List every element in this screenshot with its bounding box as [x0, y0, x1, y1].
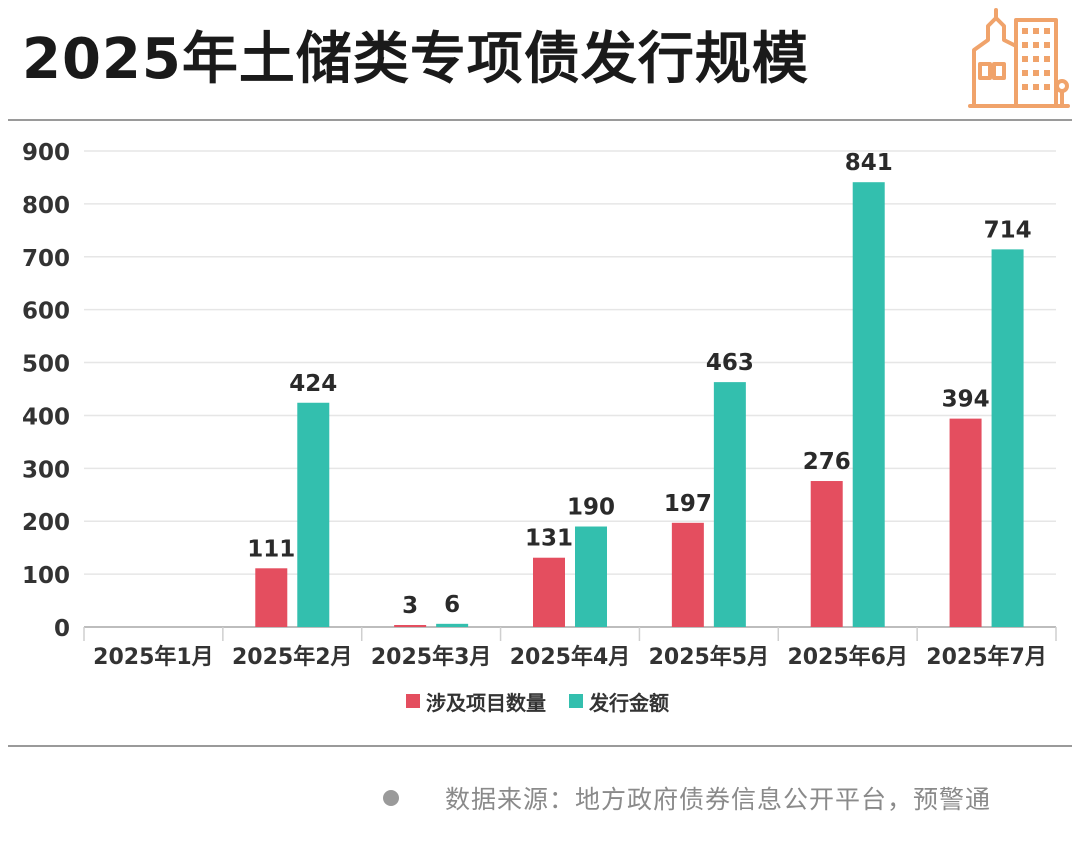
data-label: 276 — [803, 449, 851, 475]
data-label: 424 — [289, 371, 337, 397]
bar-project-count — [255, 568, 288, 627]
bar-project-count — [949, 418, 982, 627]
y-axis-ticks: 0 100 200 300 400 500 600 700 800 900 — [22, 140, 70, 642]
bar-project-count — [533, 557, 565, 627]
x-axis-ticks: 2025年1月 2025年2月 2025年3月 2025年4月 2025年5月 2025年… — [83, 627, 1057, 670]
legend: 涉及项目数量 发行金额 — [406, 691, 669, 715]
building-icon — [968, 8, 1070, 108]
x-tick-label: 2025年7月 — [926, 644, 1047, 670]
bar-issue-amount — [436, 623, 469, 627]
bar-issue-amount — [297, 402, 330, 627]
bar-chart: 0 100 200 300 400 500 600 700 800 900 111 424 3 6 131… — [22, 140, 1057, 715]
data-label: 111 — [247, 536, 295, 562]
legend-swatch — [569, 694, 583, 708]
data-label: 3 — [402, 593, 418, 619]
bar-issue-amount — [991, 249, 1024, 627]
x-tick-label: 2025年4月 — [510, 644, 631, 670]
footer-divider — [8, 745, 1072, 747]
data-labels: 111 424 3 6 131 190 197 463 276 841 394 714 — [247, 150, 1031, 619]
y-tick-label: 200 — [22, 510, 70, 536]
bar-project-count — [394, 625, 427, 627]
y-tick-label: 300 — [22, 457, 70, 483]
header-divider — [8, 119, 1072, 121]
legend-label: 发行金额 — [588, 691, 669, 715]
bars — [255, 182, 1024, 627]
data-label: 841 — [845, 150, 893, 176]
data-label: 6 — [444, 592, 460, 618]
data-label: 714 — [984, 217, 1032, 243]
bar-issue-amount — [575, 526, 607, 627]
data-label: 190 — [567, 495, 615, 521]
bar-project-count — [671, 522, 704, 627]
y-tick-label: 0 — [54, 616, 70, 642]
y-tick-label: 600 — [22, 299, 70, 325]
legend-swatch — [406, 694, 420, 708]
bar-issue-amount — [852, 182, 885, 627]
data-label: 197 — [664, 491, 712, 517]
y-tick-label: 700 — [22, 246, 70, 272]
data-label: 131 — [525, 526, 573, 552]
bullet-icon — [383, 790, 399, 806]
gridlines — [84, 150, 1056, 628]
x-tick-label: 2025年5月 — [649, 644, 770, 670]
data-label: 394 — [942, 387, 990, 413]
x-tick-label: 2025年1月 — [93, 644, 214, 670]
y-tick-label: 900 — [22, 140, 70, 166]
legend-label: 涉及项目数量 — [426, 691, 546, 715]
y-tick-label: 100 — [22, 563, 70, 589]
data-label: 463 — [706, 350, 754, 376]
page-title: 2025年土储类专项债发行规模 — [22, 27, 809, 92]
source-note: 数据来源：地方政府债券信息公开平台，预警通 — [383, 780, 991, 816]
source-text: 数据来源：地方政府债券信息公开平台，预警通 — [445, 785, 992, 814]
x-tick-label: 2025年3月 — [371, 644, 492, 670]
y-tick-label: 800 — [22, 193, 70, 219]
x-tick-label: 2025年6月 — [787, 644, 908, 670]
y-tick-label: 500 — [22, 352, 70, 378]
x-tick-label: 2025年2月 — [232, 644, 353, 670]
y-tick-label: 400 — [22, 404, 70, 430]
bar-issue-amount — [713, 382, 746, 627]
bar-project-count — [810, 481, 843, 627]
